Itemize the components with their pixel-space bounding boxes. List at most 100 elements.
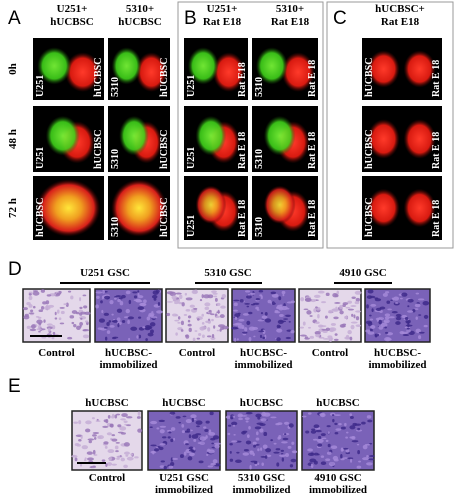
- cell: [291, 441, 295, 445]
- cell: [47, 304, 55, 308]
- cell: [93, 454, 98, 456]
- cell: [338, 422, 342, 426]
- cell: [339, 310, 344, 315]
- cell: [299, 334, 307, 337]
- cell: [327, 443, 331, 448]
- cell: [334, 431, 339, 435]
- cell: [307, 448, 314, 452]
- cell: [185, 443, 189, 446]
- cell: [187, 315, 192, 319]
- cell: [139, 302, 147, 306]
- column-header: hUCBSC: [50, 16, 93, 28]
- cell: [185, 308, 191, 312]
- cell: [124, 451, 130, 455]
- cell: [229, 458, 234, 462]
- cell: [229, 450, 232, 454]
- cell: [242, 331, 248, 334]
- cell: [76, 444, 81, 447]
- cell: [47, 327, 51, 332]
- cell: [242, 452, 250, 456]
- cell: [181, 424, 185, 428]
- spheroid: [195, 185, 227, 224]
- cell: [315, 306, 318, 309]
- cell: [172, 313, 178, 317]
- cell: [245, 290, 251, 293]
- cell: [282, 437, 289, 441]
- cell: [146, 316, 151, 321]
- spheroid: [403, 188, 436, 228]
- cell: [156, 446, 159, 449]
- cell: [236, 451, 240, 454]
- cell: [92, 465, 96, 468]
- cell: [259, 294, 263, 297]
- cell: [120, 457, 126, 462]
- cell: [58, 317, 62, 321]
- cell: [253, 444, 256, 448]
- cell: [333, 338, 339, 341]
- cell: [283, 318, 288, 320]
- cell: [333, 316, 339, 320]
- cell: [233, 302, 238, 307]
- cell: [96, 295, 100, 299]
- cell: [46, 323, 53, 326]
- cell: [275, 423, 280, 426]
- cell: [214, 442, 222, 445]
- cell: [243, 448, 249, 452]
- cell: [212, 292, 218, 295]
- cell: [201, 326, 207, 330]
- cell: [109, 325, 115, 328]
- caption: immobilized: [99, 359, 157, 371]
- cell: [92, 434, 97, 437]
- cell: [83, 459, 87, 462]
- cell: [112, 319, 118, 323]
- cell: [63, 303, 68, 306]
- cell: [125, 308, 130, 314]
- cell: [197, 442, 202, 444]
- image-label: Rat E 18: [237, 200, 248, 237]
- cell: [121, 320, 126, 323]
- cell: [199, 441, 206, 445]
- cell: [320, 461, 327, 466]
- caption: Control: [89, 472, 125, 484]
- cell: [70, 295, 74, 300]
- cell: [407, 323, 410, 328]
- cell: [117, 322, 120, 328]
- cell: [356, 443, 360, 446]
- cell: [351, 440, 359, 443]
- cell: [51, 336, 55, 340]
- cell: [32, 291, 40, 296]
- column-header: Rat E18: [271, 16, 310, 28]
- cell: [197, 318, 200, 321]
- panel-label: A: [8, 8, 21, 29]
- cell: [261, 462, 264, 466]
- cell: [261, 411, 267, 417]
- image-label: Rat E18: [237, 62, 248, 97]
- cell: [126, 424, 131, 427]
- cell: [138, 316, 142, 319]
- cell: [238, 417, 243, 421]
- cell: [395, 316, 402, 321]
- group-label: 5310 GSC: [204, 267, 251, 279]
- image-label: hUCBSC: [364, 130, 375, 169]
- cell: [67, 336, 73, 340]
- cell: [157, 301, 161, 306]
- cell: [189, 452, 195, 457]
- cell: [383, 319, 390, 324]
- cell: [208, 449, 215, 454]
- cell: [186, 428, 191, 433]
- cell: [111, 313, 114, 316]
- image-label: 5310: [110, 149, 121, 169]
- cell: [167, 436, 171, 439]
- cell: [271, 293, 279, 298]
- cell: [28, 295, 33, 301]
- cell: [119, 301, 124, 306]
- cell: [80, 311, 87, 315]
- cell: [261, 315, 268, 319]
- caption: hUCBSC-: [105, 347, 152, 359]
- cell: [357, 427, 361, 431]
- caption: immobilized: [309, 484, 367, 496]
- cell: [264, 311, 268, 316]
- caption: Control: [38, 347, 74, 359]
- cell: [35, 316, 40, 318]
- cell: [339, 324, 346, 328]
